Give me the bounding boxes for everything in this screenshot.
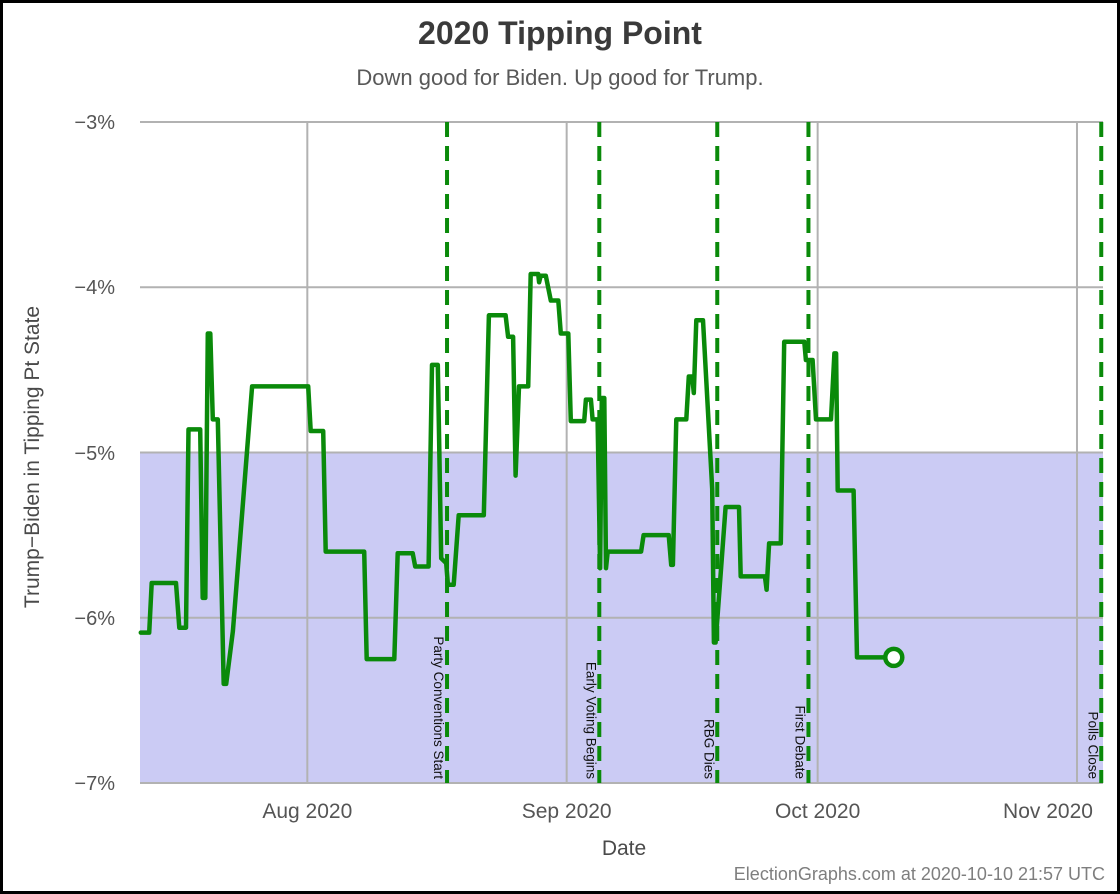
attribution-footer: ElectionGraphs.com at 2020-10-10 21:57 U… — [733, 864, 1105, 884]
event-label: RBG Dies — [701, 719, 716, 779]
x-tick-label: Oct 2020 — [775, 800, 861, 823]
event-label: Early Voting Begins — [583, 662, 598, 779]
y-tick-label: −7% — [74, 773, 115, 795]
y-axis-title: Trump−Biden in Tipping Pt State — [21, 305, 44, 609]
x-axis-title: Date — [601, 837, 647, 860]
y-tick-label: −4% — [74, 277, 115, 300]
chart-subtitle: Down good for Biden. Up good for Trump. — [356, 65, 764, 90]
event-label: Party Conventions Start — [431, 636, 446, 779]
x-tick-label: Aug 2020 — [262, 800, 353, 823]
y-tick-label: −3% — [74, 112, 115, 134]
plot-area: Party Conventions Start Early Voting Begi… — [138, 121, 1104, 784]
y-tick-label: −6% — [74, 607, 115, 630]
chart-title: 2020 Tipping Point — [418, 15, 702, 51]
event-label: Polls Close — [1085, 711, 1100, 779]
y-tick-label: −5% — [74, 442, 115, 465]
margin-line — [138, 271, 895, 687]
x-tick-label: Nov 2020 — [1003, 800, 1093, 823]
event-label: First Debate — [792, 705, 807, 779]
x-tick-label: Sep 2020 — [521, 800, 612, 823]
latest-value-marker — [883, 646, 905, 669]
